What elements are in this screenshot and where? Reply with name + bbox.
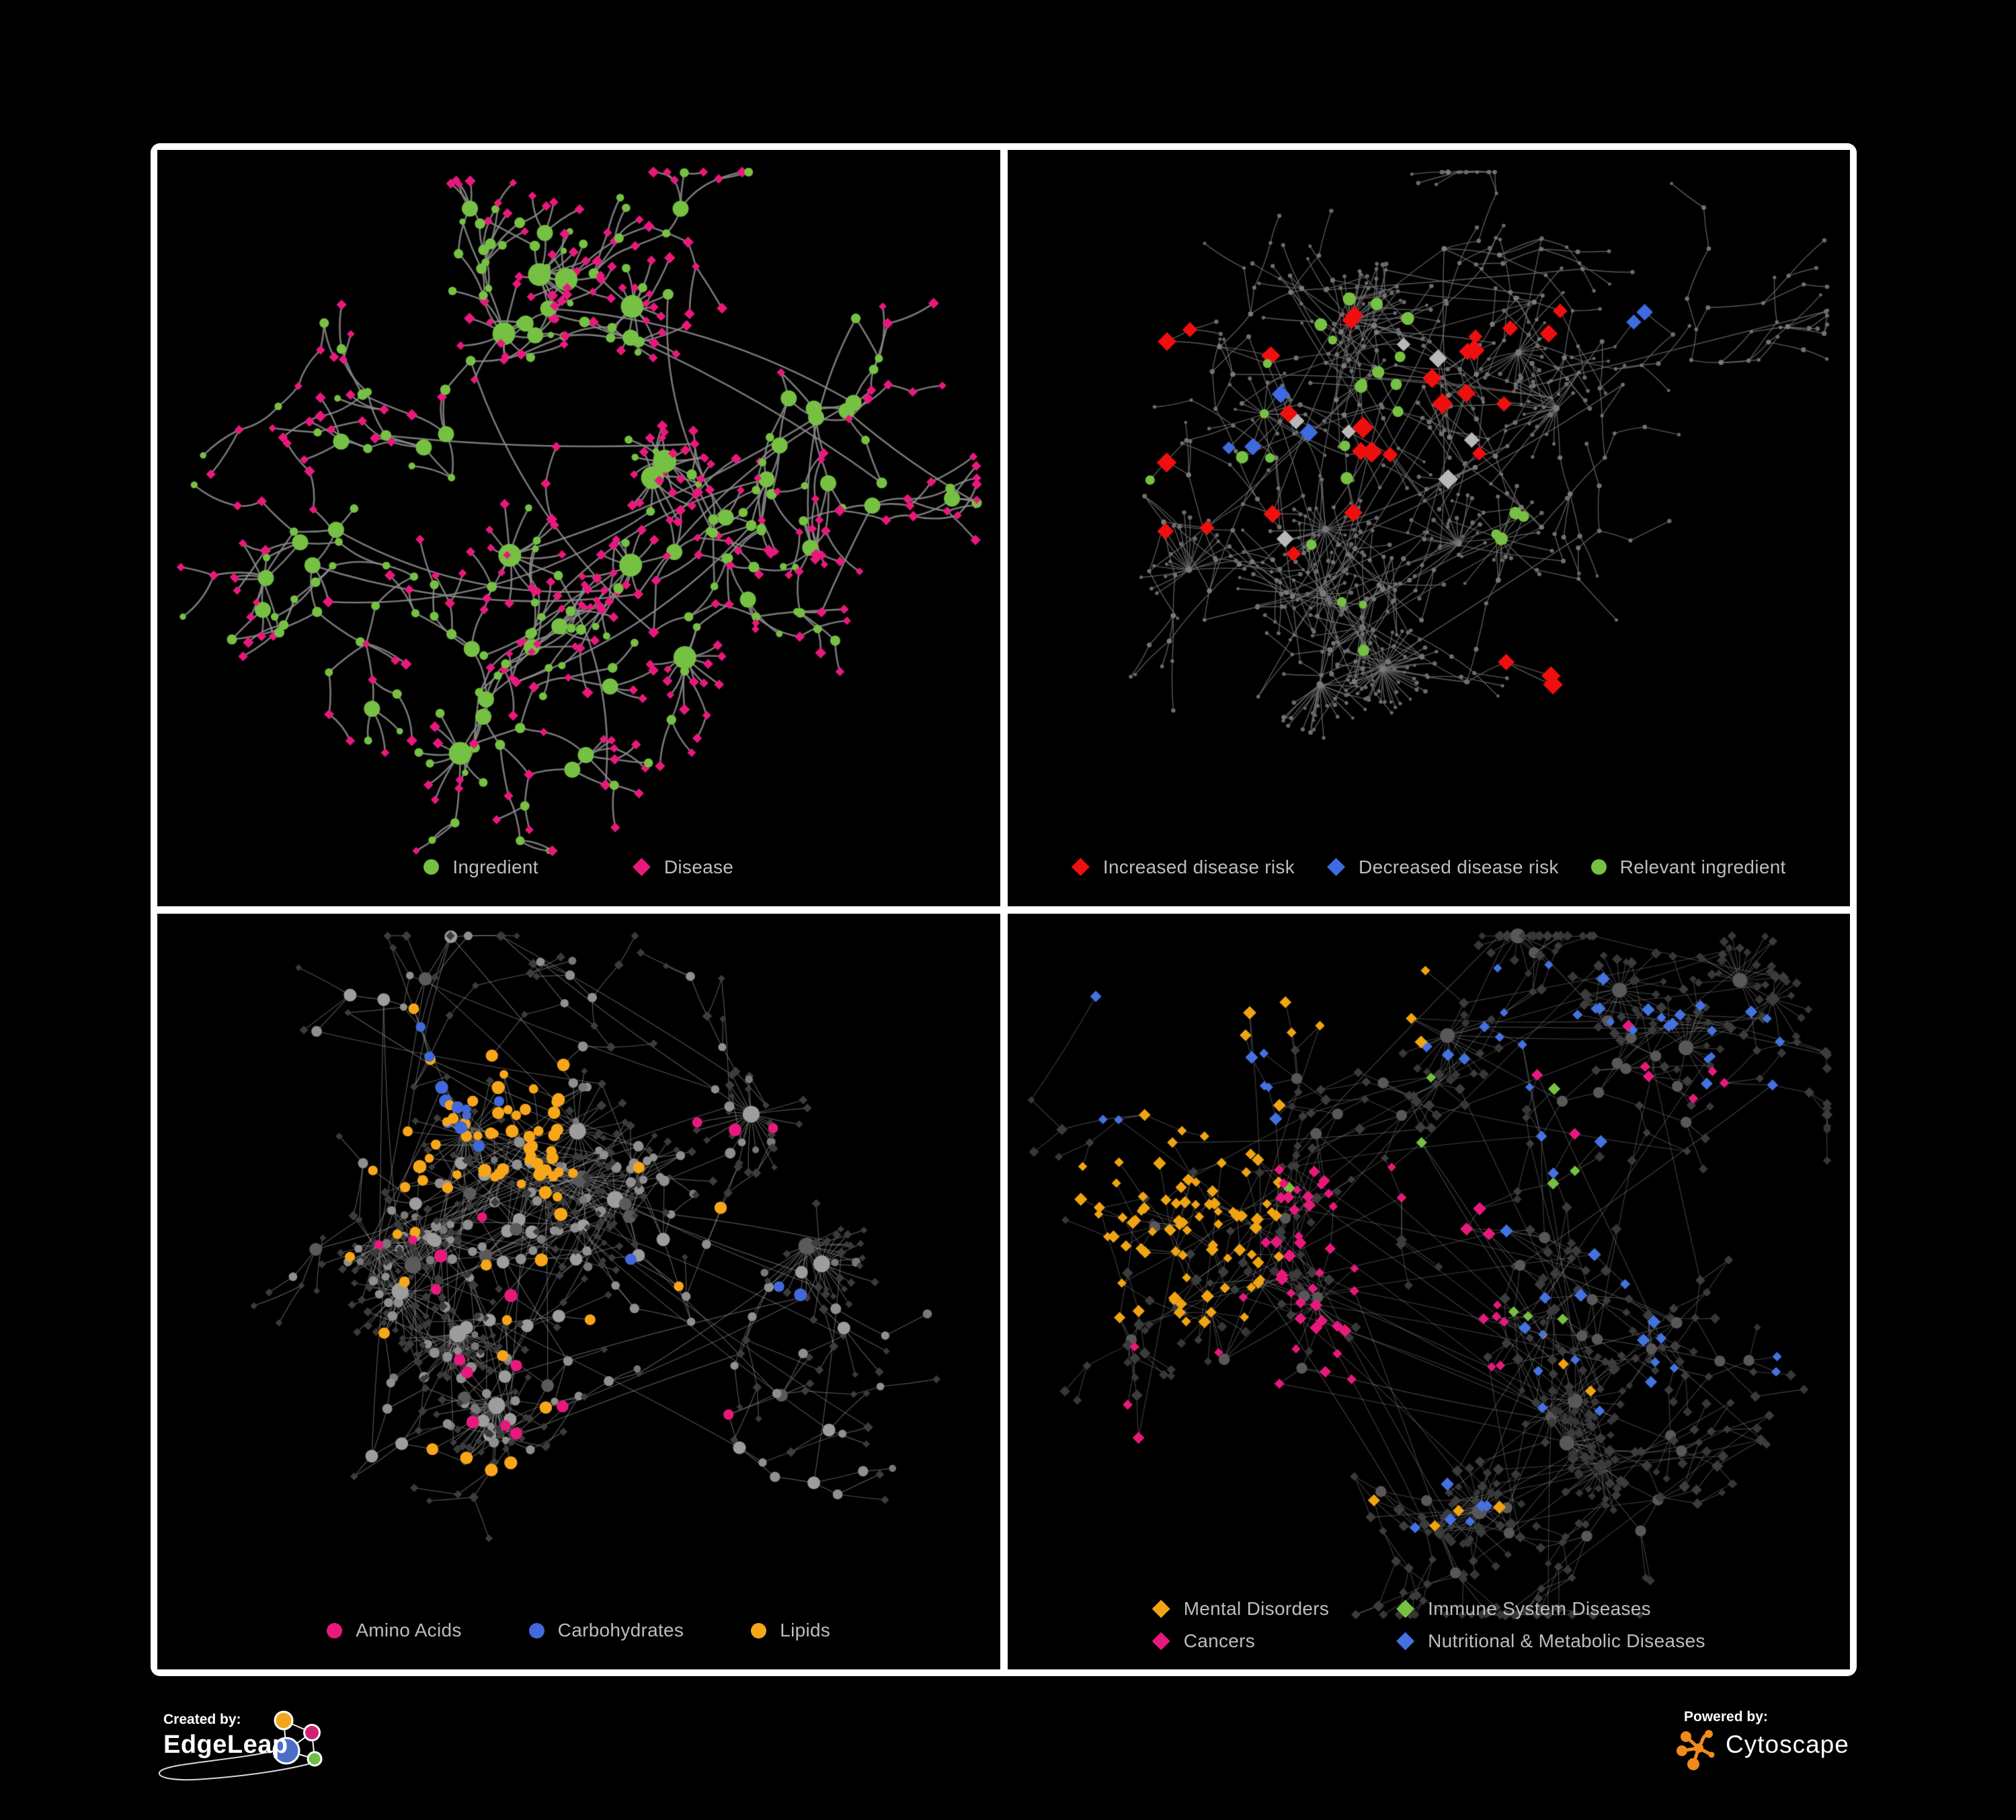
legend-marker-circle <box>424 859 440 875</box>
created-by-label: Created by: <box>163 1712 241 1727</box>
legend-label: Amino Acids <box>356 1620 462 1640</box>
legend-item: Disease <box>632 856 734 878</box>
figure-frame: Ingredient Disease Increased disease ris… <box>151 143 1857 1676</box>
legend-marker-circle <box>751 1622 767 1638</box>
edgeleap-wordmark: EdgeLeap <box>163 1731 288 1759</box>
legend-label: Disease <box>663 856 734 877</box>
edgeleap-branding: Created by: EdgeLeap <box>151 1706 346 1801</box>
legend-disease-risk: Increased disease risk Decreased disease… <box>1008 857 1851 878</box>
legend-item: Decreased disease risk <box>1327 857 1559 878</box>
edgeleap-node-green <box>307 1751 323 1767</box>
cytoscape-icon <box>1677 1730 1715 1770</box>
legend-item: Nutritional & Metabolic Diseases <box>1396 1630 1705 1652</box>
legend-marker-circle <box>1590 859 1607 875</box>
legend-label: Decreased disease risk <box>1359 856 1559 877</box>
legend-item: Increased disease risk <box>1071 856 1295 878</box>
legend-label: Mental Disorders <box>1183 1598 1330 1619</box>
legend-item: Ingredient <box>424 857 538 878</box>
legend-item: Lipids <box>751 1620 830 1641</box>
legend-marker-diamond <box>1327 858 1346 876</box>
network-canvas-disease-classes <box>1007 913 1850 1669</box>
panel-nutrient-classes: Amino Acids Carbohydrates Lipids <box>157 913 1000 1669</box>
edgeleap-node-pink <box>303 1724 321 1741</box>
legend-marker-diamond <box>1396 1599 1415 1618</box>
legend-marker-circle <box>327 1622 343 1638</box>
legend-label: Nutritional & Metabolic Diseases <box>1428 1630 1705 1651</box>
edgeleap-node-orange <box>274 1710 294 1731</box>
legend-marker-diamond <box>632 858 651 876</box>
legend-label: Ingredient <box>452 856 538 877</box>
legend-item: Carbohydrates <box>528 1620 684 1641</box>
network-canvas-nutrient-classes <box>157 913 1000 1669</box>
legend-ingredient-disease: Ingredient Disease <box>157 857 1000 878</box>
legend-item: Amino Acids <box>327 1620 461 1641</box>
panel-disease-risk: Increased disease risk Decreased disease… <box>1007 150 1851 906</box>
edgeleap-swoosh <box>159 1749 323 1781</box>
edgeleap-node-blue <box>272 1737 300 1765</box>
legend-item: Mental Disorders <box>1152 1598 1329 1620</box>
legend-label: Lipids <box>780 1620 831 1640</box>
legend-label: Carbohydrates <box>557 1620 684 1640</box>
legend-marker-diamond <box>1152 1599 1170 1618</box>
legend-marker-circle <box>528 1622 545 1638</box>
legend-nutrient-classes: Amino Acids Carbohydrates Lipids <box>157 1620 1000 1641</box>
legend-disease-classes: Mental Disorders Immune System Diseases … <box>1008 1598 1851 1652</box>
panel-disease-classes: Mental Disorders Immune System Diseases … <box>1007 913 1851 1669</box>
legend-item: Immune System Diseases <box>1396 1598 1705 1620</box>
legend-label: Immune System Diseases <box>1428 1598 1651 1619</box>
edgeleap-logo <box>159 1710 323 1781</box>
cytoscape-wordmark: Cytoscape <box>1726 1731 1849 1758</box>
legend-marker-diamond <box>1396 1632 1415 1651</box>
network-canvas-disease-risk <box>1007 150 1850 906</box>
legend-item: Cancers <box>1152 1630 1329 1652</box>
panel-ingredient-disease: Ingredient Disease <box>157 150 1000 906</box>
powered-by-label: Powered by: <box>1684 1709 1768 1725</box>
legend-label: Cancers <box>1183 1630 1256 1651</box>
network-canvas-ingredient-disease <box>157 150 1000 906</box>
legend-marker-diamond <box>1071 858 1090 876</box>
legend-item: Relevant ingredient <box>1590 856 1786 878</box>
legend-label: Increased disease risk <box>1102 856 1295 877</box>
legend-marker-diamond <box>1152 1632 1170 1651</box>
legend-label: Relevant ingredient <box>1619 856 1786 877</box>
cytoscape-branding: Powered by: Cytoscape <box>1676 1709 1864 1783</box>
